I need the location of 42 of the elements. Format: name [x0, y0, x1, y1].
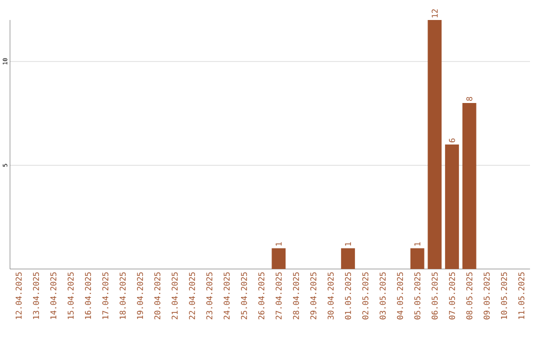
x-tick-label: 27.04.2025: [276, 272, 282, 320]
data-label: 8: [466, 96, 472, 101]
x-tick-label: 12.04.2025: [16, 272, 22, 319]
x-tick-label: 14.04.2025: [50, 272, 56, 319]
x-tick-label: 09.05.2025: [484, 272, 490, 320]
x-tick-label: 08.05.2025: [466, 272, 472, 320]
x-tick-label: 13.04.2025: [32, 272, 40, 319]
data-label: 1: [414, 242, 420, 246]
x-tick-label: 25.04.2025: [240, 272, 248, 320]
x-tick-label: 10.05.2025: [500, 272, 508, 319]
bar: [341, 248, 355, 269]
x-tick-label: 20.04.2025: [154, 272, 160, 320]
x-tick-label: 15.04.2025: [68, 272, 74, 319]
x-tick-label: 19.04.2025: [136, 272, 144, 319]
bar: [445, 144, 459, 269]
x-tick-label: 02.05.2025: [362, 272, 368, 320]
bar: [410, 248, 424, 269]
x-tick-label: 04.05.2025: [396, 272, 404, 320]
data-label: 12: [432, 9, 438, 18]
x-tick-label: 03.05.2025: [380, 272, 386, 320]
bar: [428, 20, 442, 269]
x-tick-label: 07.05.2025: [448, 272, 456, 320]
x-tick-label: 30.04.2025: [328, 272, 334, 320]
data-label: 1: [276, 242, 282, 246]
x-tick-label: 22.04.2025: [188, 272, 196, 320]
x-tick-label: 26.04.2025: [258, 272, 264, 320]
x-tick-label: 11.05.2025: [518, 272, 524, 319]
x-tick-label: 18.04.2025: [120, 272, 126, 319]
x-tick-label: 16.04.2025: [84, 272, 92, 319]
x-tick-label: 06.05.2025: [432, 272, 438, 320]
x-tick-label: 28.04.2025: [292, 272, 300, 320]
x-tick-label: 05.05.2025: [414, 272, 420, 320]
data-label: 6: [448, 138, 456, 142]
bar: [272, 248, 286, 269]
x-tick-label: 17.04.2025: [102, 272, 108, 319]
x-tick-label: 24.04.2025: [224, 272, 230, 320]
x-tick-label: 29.04.2025: [310, 272, 316, 320]
bar: [462, 103, 476, 269]
x-tick-label: 21.04.2025: [172, 272, 178, 320]
x-tick-label: 01.05.2025: [344, 272, 352, 320]
x-tick-label: 23.04.2025: [206, 272, 212, 320]
data-label: 1: [345, 242, 351, 246]
